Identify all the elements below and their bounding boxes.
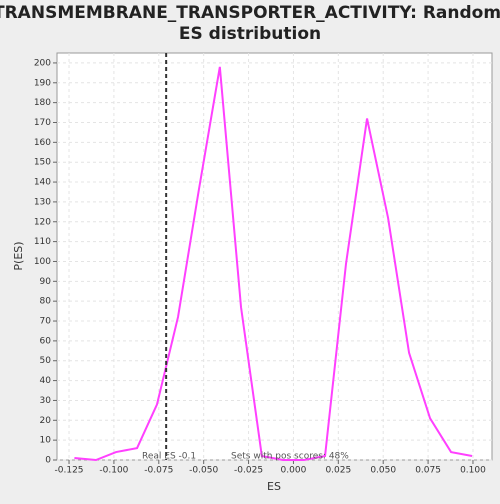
y-tick-label: 130 <box>34 197 51 207</box>
title-line: TRANSMEMBRANE_TRANSPORTER_ACTIVITY: Rand… <box>0 3 500 23</box>
x-axis-label: ES <box>267 480 281 493</box>
y-tick-label: 140 <box>34 178 51 188</box>
y-tick-label: 120 <box>34 217 51 227</box>
x-tick-label: -0.075 <box>144 466 173 476</box>
y-tick-label: 170 <box>34 118 51 128</box>
y-tick-label: 70 <box>40 317 52 327</box>
x-tick-label: 0.050 <box>370 466 396 476</box>
chart-title: TRANSMEMBRANE_TRANSPORTER_ACTIVITY: Rand… <box>0 3 500 44</box>
x-tick-label: 0.075 <box>415 466 441 476</box>
y-tick-label: 30 <box>40 396 52 406</box>
y-tick-label: 20 <box>40 416 52 426</box>
x-tick-label: -0.050 <box>189 466 218 476</box>
x-tick-label: 0.025 <box>325 466 351 476</box>
y-tick-label: 180 <box>34 98 51 108</box>
x-tick-label: 0.100 <box>460 466 486 476</box>
y-tick-label: 160 <box>34 138 51 148</box>
y-tick-label: 200 <box>34 58 51 68</box>
annotation: Sets with pos scores: 48% <box>231 452 349 462</box>
x-tick-label: -0.100 <box>99 466 128 476</box>
plot-area <box>56 52 493 461</box>
y-tick-label: 100 <box>34 257 51 267</box>
title-line: ES distribution <box>179 24 321 44</box>
y-tick-label: 110 <box>34 237 51 247</box>
y-axis-label: P(ES) <box>12 241 25 270</box>
y-tick-label: 150 <box>34 158 51 168</box>
x-tick-label: -0.025 <box>234 466 263 476</box>
y-tick-label: 60 <box>40 336 52 346</box>
x-tick-label: -0.125 <box>55 466 84 476</box>
y-tick-label: 50 <box>40 356 52 366</box>
y-tick-label: 190 <box>34 78 51 88</box>
y-tick-label: 10 <box>40 436 52 446</box>
x-tick-label: 0.000 <box>281 466 307 476</box>
y-tick-label: 80 <box>40 297 52 307</box>
y-tick-label: 40 <box>40 376 52 386</box>
line <box>74 66 473 462</box>
y-tick-label: 90 <box>40 277 52 287</box>
y-tick-label: 0 <box>45 456 51 466</box>
annotation: Real ES -0.1 <box>142 452 196 462</box>
